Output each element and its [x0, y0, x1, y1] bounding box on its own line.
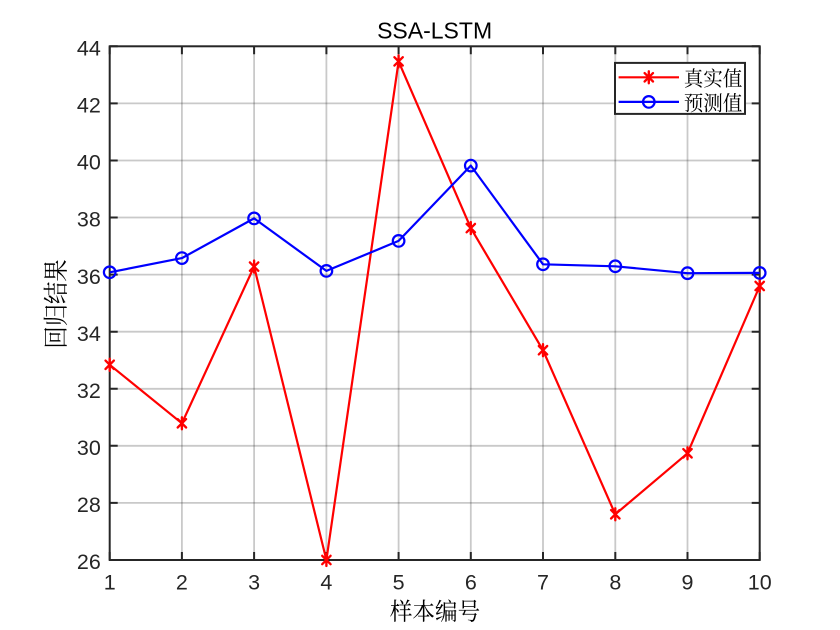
svg-text:32: 32	[77, 379, 101, 403]
svg-text:10: 10	[748, 571, 772, 595]
svg-text:36: 36	[77, 265, 101, 289]
svg-text:7: 7	[537, 571, 549, 595]
svg-text:1: 1	[104, 571, 116, 595]
svg-text:30: 30	[77, 436, 101, 460]
svg-text:6: 6	[465, 571, 477, 595]
svg-text:5: 5	[393, 571, 405, 595]
svg-text:4: 4	[320, 571, 332, 595]
svg-text:44: 44	[77, 37, 101, 61]
svg-text:40: 40	[77, 151, 101, 175]
svg-text:28: 28	[77, 493, 101, 517]
svg-text:8: 8	[609, 571, 621, 595]
svg-text:26: 26	[77, 550, 101, 574]
svg-text:38: 38	[77, 208, 101, 232]
svg-text:9: 9	[682, 571, 694, 595]
svg-text:34: 34	[77, 322, 101, 346]
svg-text:3: 3	[248, 571, 260, 595]
svg-text:2: 2	[176, 571, 188, 595]
svg-text:42: 42	[77, 94, 101, 118]
svg-text:SSA-LSTM: SSA-LSTM	[377, 18, 492, 44]
